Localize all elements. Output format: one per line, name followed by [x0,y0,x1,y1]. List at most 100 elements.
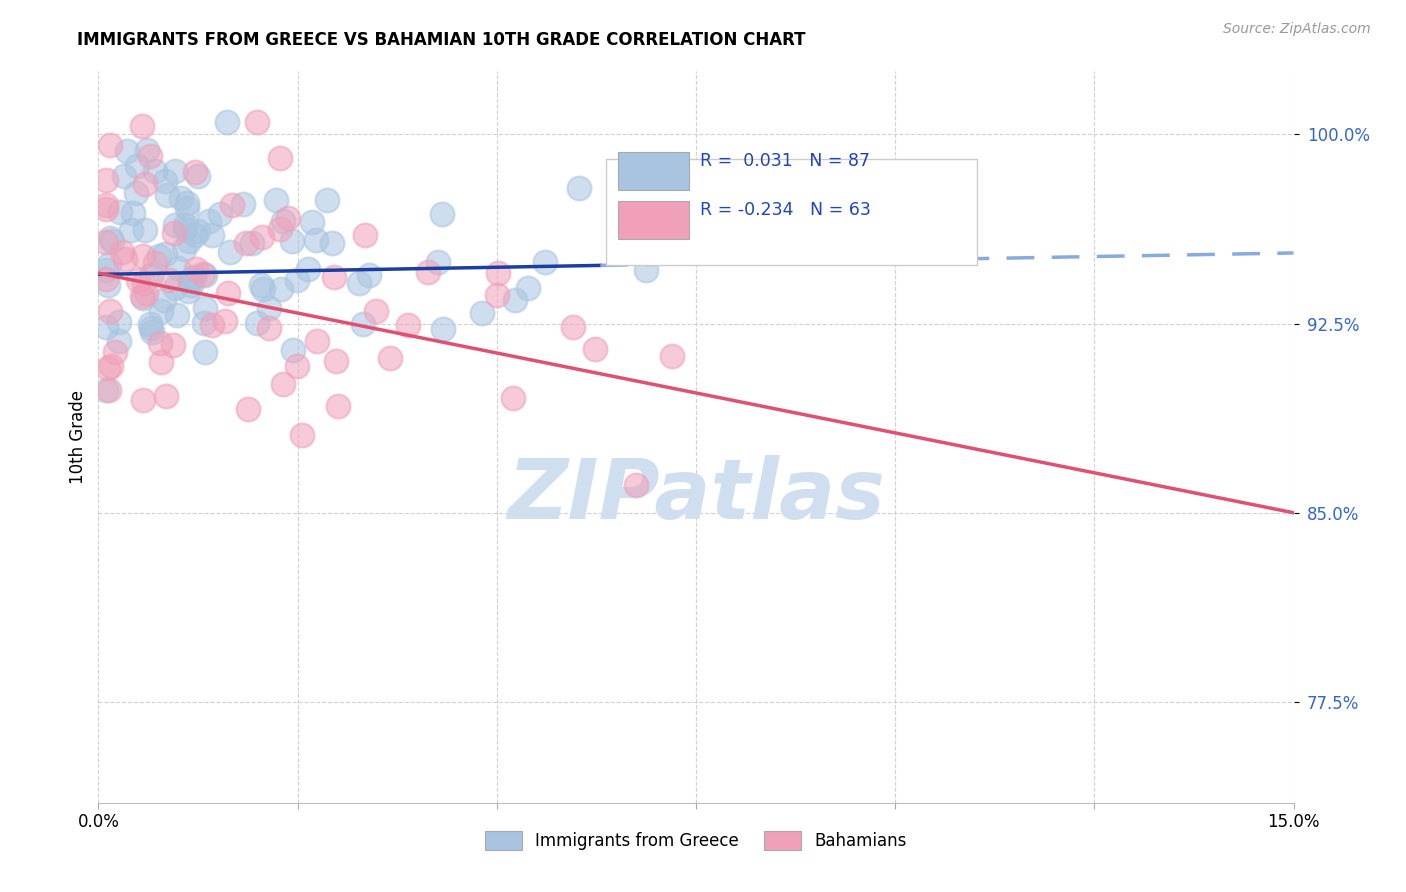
Point [219,245,242,260]
Point [184,227,207,242]
Point [277,211,299,226]
Point [533,255,555,269]
Point [143,256,166,270]
Point [97,360,120,375]
Point [427,255,450,269]
Point [252,282,274,296]
Point [141,321,163,335]
Point [101,234,124,248]
Point [214,314,236,328]
Point [165,219,187,233]
Text: ZIPatlas: ZIPatlas [508,455,884,536]
Point [121,206,143,220]
Legend: Immigrants from Greece, Bahamians: Immigrants from Greece, Bahamians [478,824,914,856]
Point [287,273,309,287]
Point [561,320,583,334]
Point [134,177,156,191]
Point [96,319,118,334]
Point [127,273,149,287]
Point [201,318,224,332]
Point [235,235,257,250]
Point [155,389,177,403]
Y-axis label: 10th Grade: 10th Grade [69,390,87,484]
Point [257,320,280,334]
Point [217,286,239,301]
Point [352,317,374,331]
Point [98,138,121,153]
Point [111,244,134,259]
Point [96,263,118,277]
Point [326,399,349,413]
Point [139,149,162,163]
Point [517,281,540,295]
Point [432,207,454,221]
Point [259,301,281,315]
Point [141,268,163,282]
Point [176,201,198,215]
Point [125,160,148,174]
Point [132,291,155,305]
Point [132,276,155,290]
Point [270,282,292,296]
Point [173,242,195,256]
Point [98,383,121,397]
Point [297,262,319,277]
Point [236,402,259,417]
Point [250,230,273,244]
Point [269,151,291,165]
Point [100,303,122,318]
Point [191,267,214,281]
Point [194,301,217,315]
Point [264,193,287,207]
Point [155,247,177,261]
Point [141,326,163,340]
Point [152,293,174,307]
Point [217,115,239,129]
Point [354,227,377,242]
Point [96,172,118,186]
Point [176,284,198,298]
Point [285,359,308,373]
Point [325,354,347,368]
Point [432,322,454,336]
Point [232,197,254,211]
Point [134,223,156,237]
Point [183,164,205,178]
Point [166,308,188,322]
Point [198,214,221,228]
Point [357,268,380,283]
Text: R =  0.031   N = 87: R = 0.031 N = 87 [700,153,869,170]
Point [281,234,304,248]
Point [281,343,304,358]
Point [120,223,142,237]
Point [176,196,198,211]
FancyBboxPatch shape [606,159,977,265]
Point [96,272,118,286]
Point [193,316,215,330]
Point [174,222,197,236]
Point [167,260,190,275]
Point [240,235,263,250]
Point [187,169,209,184]
FancyBboxPatch shape [619,152,689,190]
Point [96,235,118,249]
Point [163,281,186,295]
Point [108,316,131,330]
Point [201,227,224,242]
Point [250,278,273,293]
Point [246,115,269,129]
Point [661,349,683,363]
Point [624,478,647,492]
Point [97,278,120,293]
Point [131,289,153,303]
Point [138,317,160,331]
Point [269,221,291,235]
Point [307,334,329,348]
Point [221,197,243,211]
Point [194,268,217,283]
Point [271,214,294,228]
Point [157,273,180,287]
Point [125,186,148,200]
Point [486,266,509,280]
Point [187,224,209,238]
